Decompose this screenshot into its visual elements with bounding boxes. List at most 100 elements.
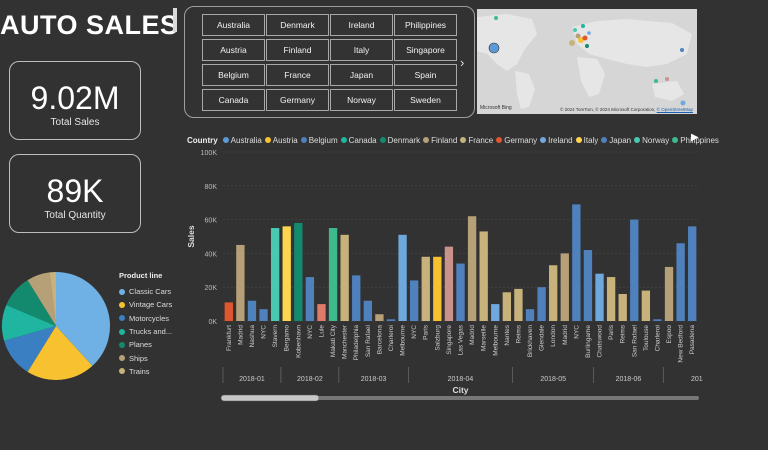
bar[interactable] — [421, 256, 430, 321]
slicer-option-canada[interactable]: Canada — [202, 89, 265, 111]
slicer-option-spain[interactable]: Spain — [394, 64, 457, 86]
pie-slice[interactable] — [56, 272, 111, 366]
legend-item-japan[interactable]: Japan — [601, 136, 631, 145]
bar[interactable] — [688, 226, 697, 321]
bar[interactable] — [456, 263, 465, 321]
bar[interactable] — [247, 300, 257, 321]
bar[interactable] — [572, 204, 581, 321]
map-bubble[interactable] — [680, 48, 684, 52]
bar[interactable] — [630, 219, 639, 321]
pie-legend-item[interactable]: Planes — [119, 338, 172, 351]
bar[interactable] — [537, 287, 546, 321]
bar[interactable] — [653, 319, 662, 321]
bar[interactable] — [491, 304, 500, 321]
bar[interactable] — [259, 309, 268, 321]
map-bubble[interactable] — [665, 77, 669, 81]
pie-slice[interactable] — [4, 326, 56, 372]
pie-legend-item[interactable]: Trains — [119, 365, 172, 378]
map-bubble[interactable] — [575, 33, 581, 39]
bar[interactable] — [525, 309, 535, 321]
slicer-option-ireland[interactable]: Ireland — [330, 14, 393, 36]
bar[interactable] — [479, 231, 488, 321]
legend-item-canada[interactable]: Canada — [340, 136, 377, 145]
bar[interactable] — [433, 256, 442, 321]
legend-item-germany[interactable]: Germany — [496, 136, 537, 145]
bar[interactable] — [444, 246, 454, 321]
bar[interactable] — [549, 265, 558, 321]
slicer-option-belgium[interactable]: Belgium — [202, 64, 265, 86]
legend-item-italy[interactable]: Italy — [575, 136, 598, 145]
legend-item-denmark[interactable]: Denmark — [379, 136, 420, 145]
bar[interactable] — [467, 216, 477, 321]
slicer-option-denmark[interactable]: Denmark — [266, 14, 329, 36]
legend-item-finland[interactable]: Finland — [423, 136, 457, 145]
map-bubble[interactable] — [585, 44, 589, 48]
slicer-option-sweden[interactable]: Sweden — [394, 89, 457, 111]
bar[interactable] — [409, 280, 419, 321]
bar[interactable] — [294, 222, 303, 321]
pie-legend-item[interactable]: Trucks and... — [119, 325, 172, 338]
slicer-option-italy[interactable]: Italy — [330, 39, 393, 61]
bar[interactable] — [328, 228, 338, 321]
legend-item-belgium[interactable]: Belgium — [300, 136, 338, 145]
slicer-option-austria[interactable]: Austria — [202, 39, 265, 61]
bar[interactable] — [224, 302, 233, 321]
bar[interactable] — [641, 290, 651, 321]
legend-item-ireland[interactable]: Ireland — [540, 136, 573, 145]
bar[interactable] — [363, 300, 372, 321]
pie-slice[interactable] — [27, 326, 93, 380]
map-bubble[interactable] — [581, 24, 585, 28]
legend-item-austria[interactable]: Austria — [264, 136, 298, 145]
pie-slice[interactable] — [27, 272, 56, 326]
pie-slice[interactable] — [6, 280, 56, 326]
map-bubble[interactable] — [488, 42, 500, 54]
bar[interactable] — [340, 234, 349, 321]
horizontal-scrollbar-track[interactable] — [221, 396, 699, 400]
bar[interactable] — [606, 277, 616, 321]
map-bubble[interactable] — [680, 100, 686, 106]
bar[interactable] — [676, 243, 685, 321]
pie-slice[interactable] — [49, 272, 56, 326]
bar[interactable] — [502, 292, 512, 321]
bar[interactable] — [560, 253, 569, 321]
slicer-option-finland[interactable]: Finland — [266, 39, 329, 61]
slicer-option-norway[interactable]: Norway — [330, 89, 393, 111]
slicer-next-arrow-icon[interactable]: › — [460, 55, 465, 70]
slicer-option-japan[interactable]: Japan — [330, 64, 393, 86]
map-bubble[interactable] — [582, 35, 588, 41]
map-bubble[interactable] — [494, 16, 498, 20]
map-bubble[interactable] — [578, 37, 584, 43]
bar[interactable] — [270, 228, 280, 321]
slicer-option-philippines[interactable]: Philippines — [394, 14, 457, 36]
bar[interactable] — [236, 244, 245, 321]
slicer-option-france[interactable]: France — [266, 64, 329, 86]
legend-item-norway[interactable]: Norway — [634, 136, 669, 145]
map-bubble[interactable] — [654, 79, 658, 83]
slicer-option-germany[interactable]: Germany — [266, 89, 329, 111]
bar[interactable] — [583, 250, 593, 321]
pie-legend-item[interactable]: Vintage Cars — [119, 298, 172, 311]
bar[interactable] — [375, 314, 384, 321]
bar[interactable] — [352, 275, 361, 321]
pie-slice[interactable] — [1, 304, 56, 341]
legend-item-philippines[interactable]: Philippines — [672, 136, 719, 145]
map-bubble[interactable] — [573, 28, 577, 32]
slicer-option-singapore[interactable]: Singapore — [394, 39, 457, 61]
bar[interactable] — [398, 234, 407, 321]
map-credit-link[interactable]: © OpenStreetMap — [656, 107, 693, 112]
pie-legend-item[interactable]: Classic Cars — [119, 285, 172, 298]
horizontal-scrollbar-thumb[interactable] — [220, 394, 320, 402]
legend-item-australia[interactable]: Australia — [222, 136, 262, 145]
bar[interactable] — [317, 304, 326, 321]
bar[interactable] — [664, 266, 674, 321]
legend-item-france[interactable]: France — [460, 136, 493, 145]
bar[interactable] — [386, 319, 396, 321]
bar[interactable] — [514, 288, 523, 321]
legend-next-arrow-icon[interactable]: ▶ — [691, 132, 699, 143]
pie-legend-item[interactable]: Ships — [119, 351, 172, 364]
bar[interactable] — [618, 293, 627, 321]
bar[interactable] — [282, 226, 291, 321]
map-bubble[interactable] — [587, 31, 591, 35]
sales-map[interactable]: Microsoft Bing © 2024 TomTom, © 2024 Mic… — [477, 9, 697, 114]
pie-legend-item[interactable]: Motorcycles — [119, 312, 172, 325]
